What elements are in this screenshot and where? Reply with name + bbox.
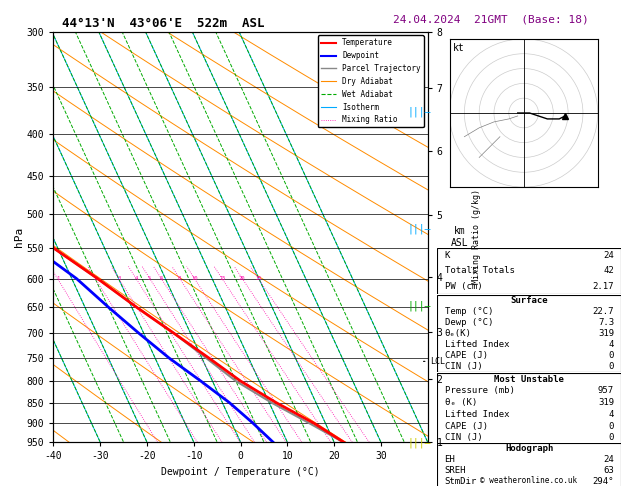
Text: LCL: LCL (430, 357, 445, 366)
Text: 63: 63 (603, 466, 614, 475)
Text: 2: 2 (94, 276, 97, 281)
Text: |||—: |||— (408, 437, 431, 448)
Text: Most Unstable: Most Unstable (494, 375, 564, 383)
Text: 24.04.2024  21GMT  (Base: 18): 24.04.2024 21GMT (Base: 18) (392, 15, 589, 25)
Text: 2.17: 2.17 (593, 282, 614, 291)
Text: CIN (J): CIN (J) (445, 362, 482, 371)
Text: 1: 1 (56, 276, 59, 281)
Text: 15: 15 (219, 276, 225, 281)
Text: 294°: 294° (593, 477, 614, 486)
Text: θₑ (K): θₑ (K) (445, 398, 477, 407)
Text: Lifted Index: Lifted Index (445, 410, 509, 419)
Text: Mixing Ratio (g/kg): Mixing Ratio (g/kg) (472, 190, 481, 284)
Text: © weatheronline.co.uk: © weatheronline.co.uk (480, 476, 577, 485)
Text: 4: 4 (609, 410, 614, 419)
Text: |||—: |||— (408, 223, 431, 234)
Text: StmDir: StmDir (445, 477, 477, 486)
X-axis label: Dewpoint / Temperature (°C): Dewpoint / Temperature (°C) (161, 467, 320, 477)
Text: 24: 24 (603, 251, 614, 260)
Text: 0: 0 (609, 421, 614, 431)
Text: CIN (J): CIN (J) (445, 434, 482, 442)
Legend: Temperature, Dewpoint, Parcel Trajectory, Dry Adiabat, Wet Adiabat, Isotherm, Mi: Temperature, Dewpoint, Parcel Trajectory… (318, 35, 424, 127)
Text: 8: 8 (178, 276, 181, 281)
Text: 24: 24 (603, 455, 614, 464)
Text: 3: 3 (117, 276, 120, 281)
Text: 44°13'N  43°06'E  522m  ASL: 44°13'N 43°06'E 522m ASL (62, 17, 265, 30)
Text: 25: 25 (255, 276, 262, 281)
Text: SREH: SREH (445, 466, 466, 475)
Text: 6: 6 (160, 276, 163, 281)
Text: 0: 0 (609, 362, 614, 371)
Text: CAPE (J): CAPE (J) (445, 421, 487, 431)
Text: 22.7: 22.7 (593, 307, 614, 316)
Text: K: K (445, 251, 450, 260)
Text: kt: kt (452, 43, 464, 53)
Text: 10: 10 (191, 276, 198, 281)
Text: EH: EH (445, 455, 455, 464)
Text: Totals Totals: Totals Totals (445, 266, 515, 276)
Text: 4: 4 (135, 276, 138, 281)
Text: 957: 957 (598, 386, 614, 396)
Text: Lifted Index: Lifted Index (445, 340, 509, 349)
Text: 319: 319 (598, 398, 614, 407)
Text: 5: 5 (148, 276, 152, 281)
Text: 7.3: 7.3 (598, 318, 614, 327)
Text: 0: 0 (609, 434, 614, 442)
Text: 42: 42 (603, 266, 614, 276)
Text: Pressure (mb): Pressure (mb) (445, 386, 515, 396)
Y-axis label: km
ASL: km ASL (450, 226, 468, 248)
Text: PW (cm): PW (cm) (445, 282, 482, 291)
Text: 4: 4 (609, 340, 614, 349)
Text: 0: 0 (609, 351, 614, 360)
Text: |||—: |||— (408, 301, 431, 312)
Text: Surface: Surface (511, 296, 548, 305)
Text: Temp (°C): Temp (°C) (445, 307, 493, 316)
Text: 319: 319 (598, 329, 614, 338)
Text: CAPE (J): CAPE (J) (445, 351, 487, 360)
Text: 20: 20 (239, 276, 245, 281)
Text: Dewp (°C): Dewp (°C) (445, 318, 493, 327)
Y-axis label: hPa: hPa (14, 227, 24, 247)
Text: Hodograph: Hodograph (505, 444, 554, 453)
Text: θₑ(K): θₑ(K) (445, 329, 471, 338)
Text: |||—: |||— (408, 106, 431, 117)
